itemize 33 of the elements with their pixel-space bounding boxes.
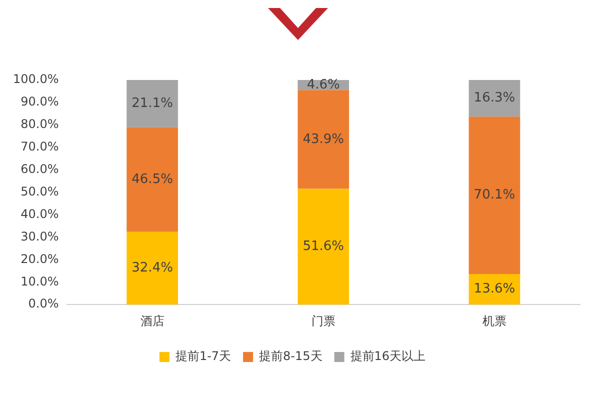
bar: [126, 127, 178, 232]
bar: [126, 232, 178, 305]
y-tick-label: 80.0%: [20, 117, 59, 132]
y-tick-label: 10.0%: [20, 274, 59, 288]
legend-label: 提前1-7天: [175, 349, 232, 364]
bar: [126, 80, 178, 128]
y-tick-label: 0.0%: [28, 296, 59, 311]
data-label: 4.6%: [306, 77, 340, 92]
y-tick-label: 100.0%: [12, 72, 59, 86]
x-tick-label: 门票: [311, 314, 336, 328]
bar: [468, 116, 520, 274]
x-tick-label: 酒店: [140, 314, 164, 328]
legend-label: 提前16天以上: [350, 349, 426, 364]
data-label: 32.4%: [132, 260, 173, 276]
data-label: 51.6%: [302, 239, 344, 254]
bar: [468, 80, 520, 117]
bar: [298, 188, 350, 305]
y-tick-label: 20.0%: [20, 252, 59, 266]
legend-label: 提前8-15天: [259, 349, 322, 364]
data-label: 21.1%: [132, 96, 173, 112]
y-tick-label: 30.0%: [20, 229, 59, 244]
y-tick-label: 50.0%: [20, 184, 59, 198]
y-tick-label: 60.0%: [20, 162, 59, 176]
data-label: 16.3%: [474, 90, 516, 106]
y-tick-label: 90.0%: [20, 94, 59, 109]
data-label: 43.9%: [302, 132, 344, 147]
bar: [298, 90, 350, 189]
data-label: 46.5%: [132, 172, 173, 187]
y-tick-label: 70.0%: [20, 140, 59, 154]
data-label: 13.6%: [474, 282, 516, 297]
y-tick-label: 40.0%: [20, 206, 59, 221]
data-label: 70.1%: [474, 188, 516, 203]
x-tick-label: 机票: [482, 314, 506, 328]
